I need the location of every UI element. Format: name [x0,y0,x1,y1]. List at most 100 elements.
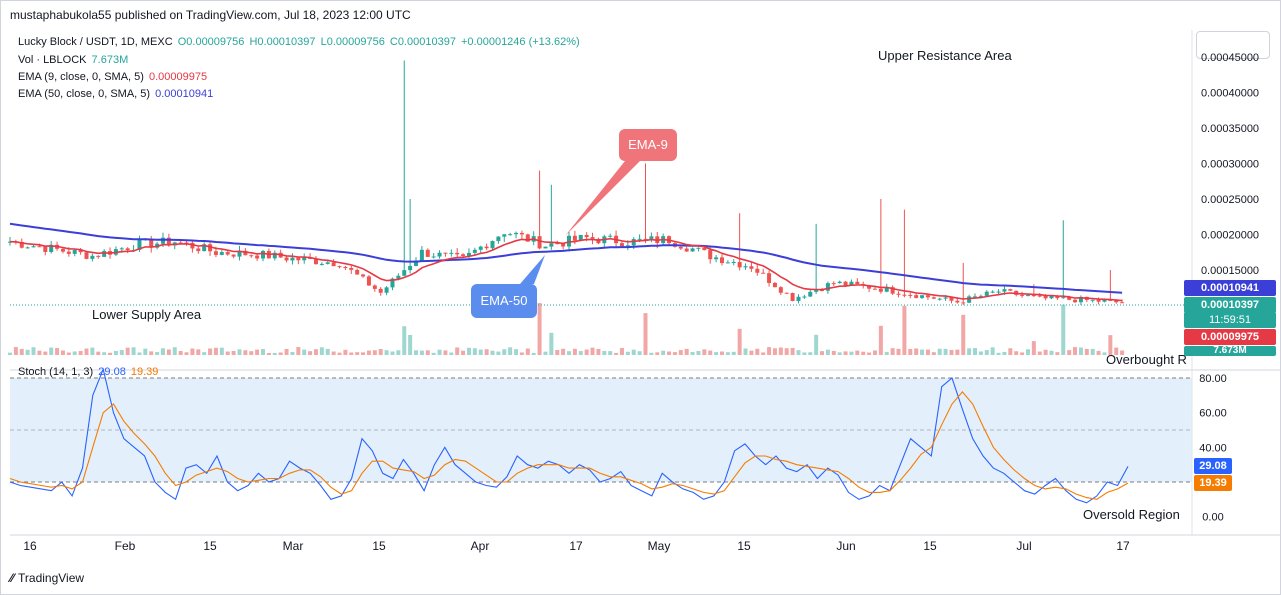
stoch-tick-label: 80.00 [1199,373,1227,385]
volume-bar [967,348,972,355]
volume-bar [496,351,501,355]
candle-body [372,285,377,289]
volume-bar [419,350,424,355]
volume-bar [625,351,630,355]
candle-body [478,246,483,250]
volume-bar [172,347,177,355]
candle-body [178,242,183,244]
volume-bar [602,350,607,355]
volume-bar [578,351,583,355]
volume-bar [920,349,925,355]
candle-body [902,294,907,296]
volume-bar [149,351,154,355]
volume-bar [60,350,65,355]
stoch-tick-label: 40.00 [1199,442,1227,454]
candle-body [508,234,513,236]
volume-bar [108,352,113,355]
volume-bar [531,352,536,355]
open-value: O0.00009756 [177,36,245,48]
candle-body [837,281,842,284]
volume-bar [931,352,936,355]
candle-body [290,257,295,261]
time-tick-label: Apr [471,539,490,553]
volume-bar [514,349,519,355]
stoch-k-line [9,367,1129,504]
volume-bar [655,352,660,355]
candle-body [1055,295,1060,299]
candle-body [1120,302,1125,304]
volume-bar [1084,348,1089,355]
candle-body [908,294,913,296]
price-axis: 0.00045000 0.00040000 0.00035000 0.00030000… [1201,52,1259,277]
candle-body [425,249,430,257]
candle-body [943,297,948,299]
volume-bar [831,350,836,355]
volume-bar [355,352,360,355]
candle-body [1020,294,1025,296]
candle-body [1037,295,1042,297]
candle-body [437,252,442,257]
candle-body [973,296,978,298]
volume-bar [867,352,872,355]
volume-bar [1025,349,1030,355]
volume-bar [737,328,742,355]
stoch-tick-label: 0.00 [1202,512,1223,524]
callout-pointers [520,161,640,284]
candle-body [984,291,989,296]
candle-body [349,267,354,270]
candle-body [49,244,54,253]
price-tick-label: 0.00045000 [1201,52,1259,64]
symbol-name: Lucky Block / USDT, 1D, MEXC [18,36,173,48]
volume-bar [266,352,271,355]
volume-bar [302,349,307,355]
ema50-price-label: 0.00010941 [1184,280,1276,296]
volume-bar [820,351,825,355]
volume-bar [743,348,748,355]
candle-body [561,243,566,247]
candle-body [272,252,277,259]
candle-body [1043,295,1048,299]
candle-body [160,237,165,244]
volume-bar [537,303,542,355]
candle-body [790,293,795,301]
volume-bar [219,347,224,355]
time-tick-label: May [648,539,671,553]
candle-body [1108,299,1113,301]
volume-bar [296,347,301,355]
volume-bar [825,349,830,355]
candle-body [961,302,966,304]
candle-body [472,249,477,253]
volume-bar [878,325,883,355]
low-value: L0.00009756 [320,36,385,48]
candle-body [767,273,772,283]
volume-bar [937,348,942,355]
volume-bar [325,348,330,355]
tradingview-footer[interactable]: ⁄⁄ TradingView [10,571,84,585]
candle-body [1114,300,1119,303]
volume-bar [584,349,589,355]
volume-bar [349,352,354,355]
stoch-k-value: 29.08 [98,366,126,378]
volume-bar [814,334,819,355]
candle-body [725,262,730,264]
candle-body [455,252,460,255]
price-tick-label: 0.00020000 [1201,230,1259,242]
candle-body [125,248,130,251]
candle-body [884,287,889,292]
volume-bar [690,352,695,355]
candlesticks [8,60,1125,306]
candle-body [820,290,825,292]
candle-body [202,244,207,252]
candle-body [955,300,960,303]
indicator-toggle-box[interactable] [1196,31,1270,59]
candle-body [449,252,454,254]
volume-bar [614,352,619,355]
volume-bar [596,348,601,355]
volume-bar [55,348,60,355]
candle-body [802,296,807,298]
stoch-legend: Stoch (14, 1, 3) 29.08 19.39 [18,366,160,378]
candle-body [878,288,883,292]
volume-bar [31,347,36,355]
candle-body [549,243,554,247]
